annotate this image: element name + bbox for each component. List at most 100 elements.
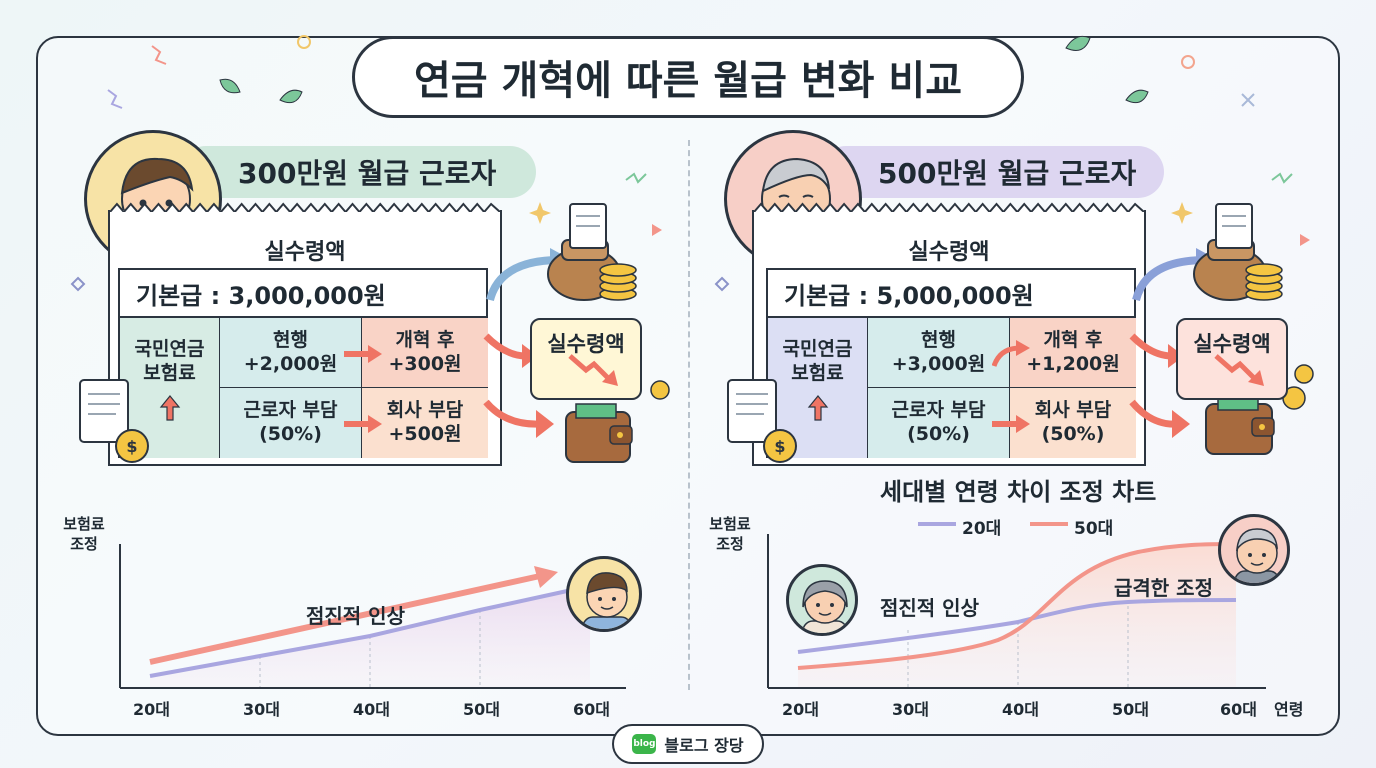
left-company-share-label: 회사 부담 — [386, 399, 464, 422]
leaf-icon — [1125, 89, 1149, 104]
coin-icon — [650, 380, 670, 400]
document-coin-icon: $ — [727, 379, 797, 463]
x-icon — [1241, 93, 1255, 107]
wallet-icon — [565, 403, 633, 463]
right-legend-50: 50대 — [1074, 519, 1114, 539]
left-worker-share-cell: 근로자 부담 (50%) — [220, 388, 362, 458]
left-tick-20: 20대 — [133, 700, 170, 719]
right-chart-avatar-man — [1218, 514, 1290, 586]
left-tick-60: 60대 — [573, 700, 610, 719]
squiggle-icon — [625, 172, 647, 184]
blue-arrow-icon — [1132, 256, 1207, 302]
left-chart — [119, 544, 626, 689]
left-chart-lavender-line — [149, 584, 591, 678]
right-tick-40: 40대 — [1002, 700, 1039, 719]
red-arrow-icon — [1129, 333, 1173, 360]
right-chart-title: 세대별 연령 차이 조정 차트 — [880, 478, 1157, 506]
right-chart-annotation-a: 점진적 인상 — [880, 596, 979, 620]
squiggle-icon — [107, 89, 123, 109]
left-base-salary: 기본급 : 3,000,000원 — [120, 270, 486, 318]
left-worker-share: 근로자 부담 (50%) — [243, 399, 338, 445]
left-side-box: 실수령액 — [530, 318, 642, 400]
right-chart-lavender-line — [797, 598, 1237, 654]
left-pension-label: 국민연금 보험료 — [134, 338, 205, 384]
leaf-icon — [1065, 35, 1091, 51]
right-worker-label-pill: 500만원 월급 근로자 — [820, 146, 1164, 198]
left-reform-value: +300원 — [388, 352, 462, 375]
right-reform-label: 개혁 후 — [1043, 328, 1103, 351]
right-current-label: 현행 — [921, 328, 956, 351]
triangle-icon — [1300, 234, 1310, 246]
left-chart-salmon-arrow — [149, 573, 541, 665]
down-trend-icon — [568, 354, 618, 386]
right-receipt-title: 실수령액 — [908, 240, 990, 265]
money-bag-icon — [1193, 203, 1283, 301]
receipt-zigzag — [754, 202, 1144, 212]
right-chart-avatar-woman — [786, 564, 858, 636]
arrow-right-icon — [344, 415, 382, 433]
legend-swatch-50 — [1030, 522, 1068, 526]
svg-text:$: $ — [126, 437, 137, 456]
left-worker-label: 300만원 월급 근로자 — [238, 157, 497, 190]
right-chart — [767, 534, 1266, 689]
red-arrow-icon — [1129, 399, 1179, 428]
down-trend-icon — [1214, 354, 1264, 386]
right-worker-label: 500만원 월급 근로자 — [878, 157, 1137, 190]
red-arrow-icon — [483, 399, 543, 428]
triangle-icon — [652, 224, 662, 236]
squiggle-icon — [1271, 172, 1293, 184]
right-company-share-value: (50%) — [1041, 423, 1105, 445]
right-pension-cell: 국민연금 보험료 — [768, 318, 868, 458]
right-chart-salmon-line — [797, 542, 1237, 670]
right-tick-60: 60대 — [1220, 700, 1257, 719]
left-current-cell: 현행 +2,000원 — [220, 318, 362, 388]
section-divider — [688, 140, 690, 690]
arrow-right-icon — [344, 345, 382, 363]
left-company-share-cell: 회사 부담 +500원 — [362, 388, 488, 458]
left-reform-cell: 개혁 후 +300원 — [362, 318, 488, 388]
right-pension-label: 국민연금 보험료 — [782, 338, 853, 384]
right-side-box-label: 실수령액 — [1193, 332, 1271, 356]
left-current-label: 현행 — [273, 328, 308, 351]
right-salary-table: 기본급 : 5,000,000원 국민연금 보험료 현행 +3,000원 개혁 … — [766, 268, 1136, 458]
receipt-zigzag — [110, 202, 500, 212]
diamond-icon — [70, 276, 86, 292]
right-tick-50: 50대 — [1112, 700, 1149, 719]
up-arrow-icon — [159, 394, 180, 421]
leaf-icon — [279, 89, 303, 104]
right-legend-20: 20대 — [962, 519, 1002, 539]
right-side-box: 실수령액 — [1176, 318, 1288, 400]
right-company-share-label: 회사 부담 — [1034, 399, 1112, 422]
red-arrow-icon — [483, 333, 527, 360]
arrow-right-icon — [992, 415, 1030, 433]
coin-icon — [1294, 364, 1314, 384]
right-company-share-cell: 회사 부담 (50%) — [1010, 388, 1136, 458]
right-worker-share: 근로자 부담 (50%) — [891, 399, 986, 445]
right-reform-value: +1,200원 — [1026, 352, 1120, 375]
left-current-value: +2,000원 — [243, 352, 338, 375]
ring-icon — [297, 35, 311, 49]
right-chart-area — [798, 544, 1236, 688]
right-worker-share-cell: 근로자 부담 (50%) — [868, 388, 1010, 458]
page-title: 연금 개혁에 따른 월급 변화 비교 — [352, 36, 1024, 118]
left-worker-label-pill: 300만원 월급 근로자 — [180, 146, 536, 198]
right-reform-cell: 개혁 후 +1,200원 — [1010, 318, 1136, 388]
right-chart-ylabel: 보험료 조정 — [709, 515, 751, 554]
right-tick-30: 30대 — [892, 700, 929, 719]
right-base-salary: 기본급 : 5,000,000원 — [768, 270, 1134, 318]
blog-badge[interactable]: blog 블로그 장당 — [612, 724, 764, 764]
left-salary-table: 기본급 : 3,000,000원 국민연금 보험료 현행 +2,000원 개혁 … — [118, 268, 488, 458]
right-tick-20: 20대 — [782, 700, 819, 719]
curved-arrow-icon — [992, 340, 1030, 367]
left-side-box-label: 실수령액 — [547, 332, 625, 356]
left-tick-30: 30대 — [243, 700, 280, 719]
left-chart-avatar — [566, 556, 642, 632]
right-money-illustrations — [1129, 203, 1314, 455]
left-reform-label: 개혁 후 — [395, 328, 455, 351]
wallet-icon — [1205, 395, 1275, 455]
left-tick-50: 50대 — [463, 700, 500, 719]
left-money-illustrations — [483, 203, 670, 463]
blog-logo-icon: blog — [632, 734, 657, 754]
legend-swatch-20 — [918, 522, 956, 526]
